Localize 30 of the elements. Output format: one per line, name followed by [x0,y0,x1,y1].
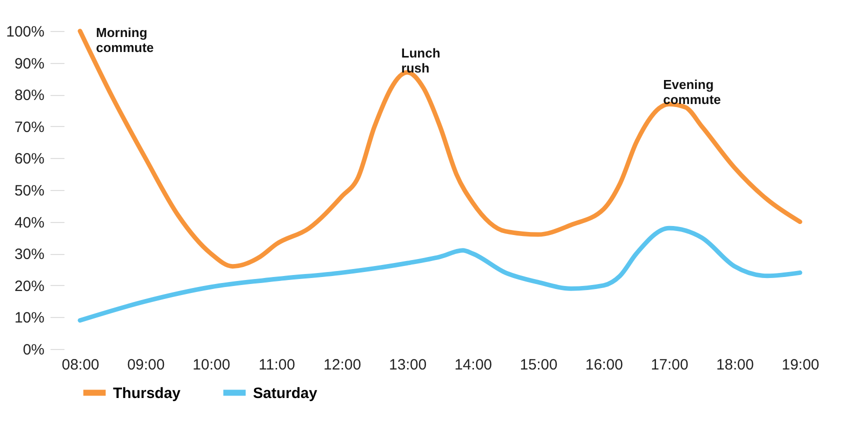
x-tick-label: 14:00 [454,356,492,374]
x-tick-label: 11:00 [258,356,296,374]
x-tick-label: 19:00 [782,356,820,374]
y-tick-label: 0% [22,342,44,358]
y-tick-label: 90% [14,55,44,72]
x-tick-label: 18:00 [716,356,754,374]
y-tick-label: 40% [14,214,44,232]
annotation: Evening commute [663,77,721,108]
y-tick-label: 50% [14,182,44,200]
annotation: Morning commute [96,25,154,55]
legend-label: Saturday [253,384,318,402]
line-series [78,28,802,269]
x-tick-label: 16:00 [585,356,623,374]
y-tick-label: 10% [14,310,44,327]
x-tick-label: 17:00 [650,356,688,374]
x-tick-label: 08:00 [62,356,100,374]
x-tick-label: 09:00 [127,356,165,374]
x-tick-label: 10:00 [192,356,230,374]
y-tick-label: 100% [6,24,44,40]
y-tick-label: 80% [14,87,44,104]
x-tick-label: 12:00 [324,356,362,374]
y-tick-label: 60% [14,150,44,168]
x-tick-label: 15:00 [520,356,558,374]
y-tick-label: 30% [14,246,44,264]
line-series [78,226,802,323]
y-tick-label: 70% [14,118,44,136]
legend-label: Thursday [113,384,182,402]
y-tick-label: 20% [14,278,44,295]
annotation: Lunch rush [401,45,440,76]
x-tick-label: 13:00 [389,356,427,374]
